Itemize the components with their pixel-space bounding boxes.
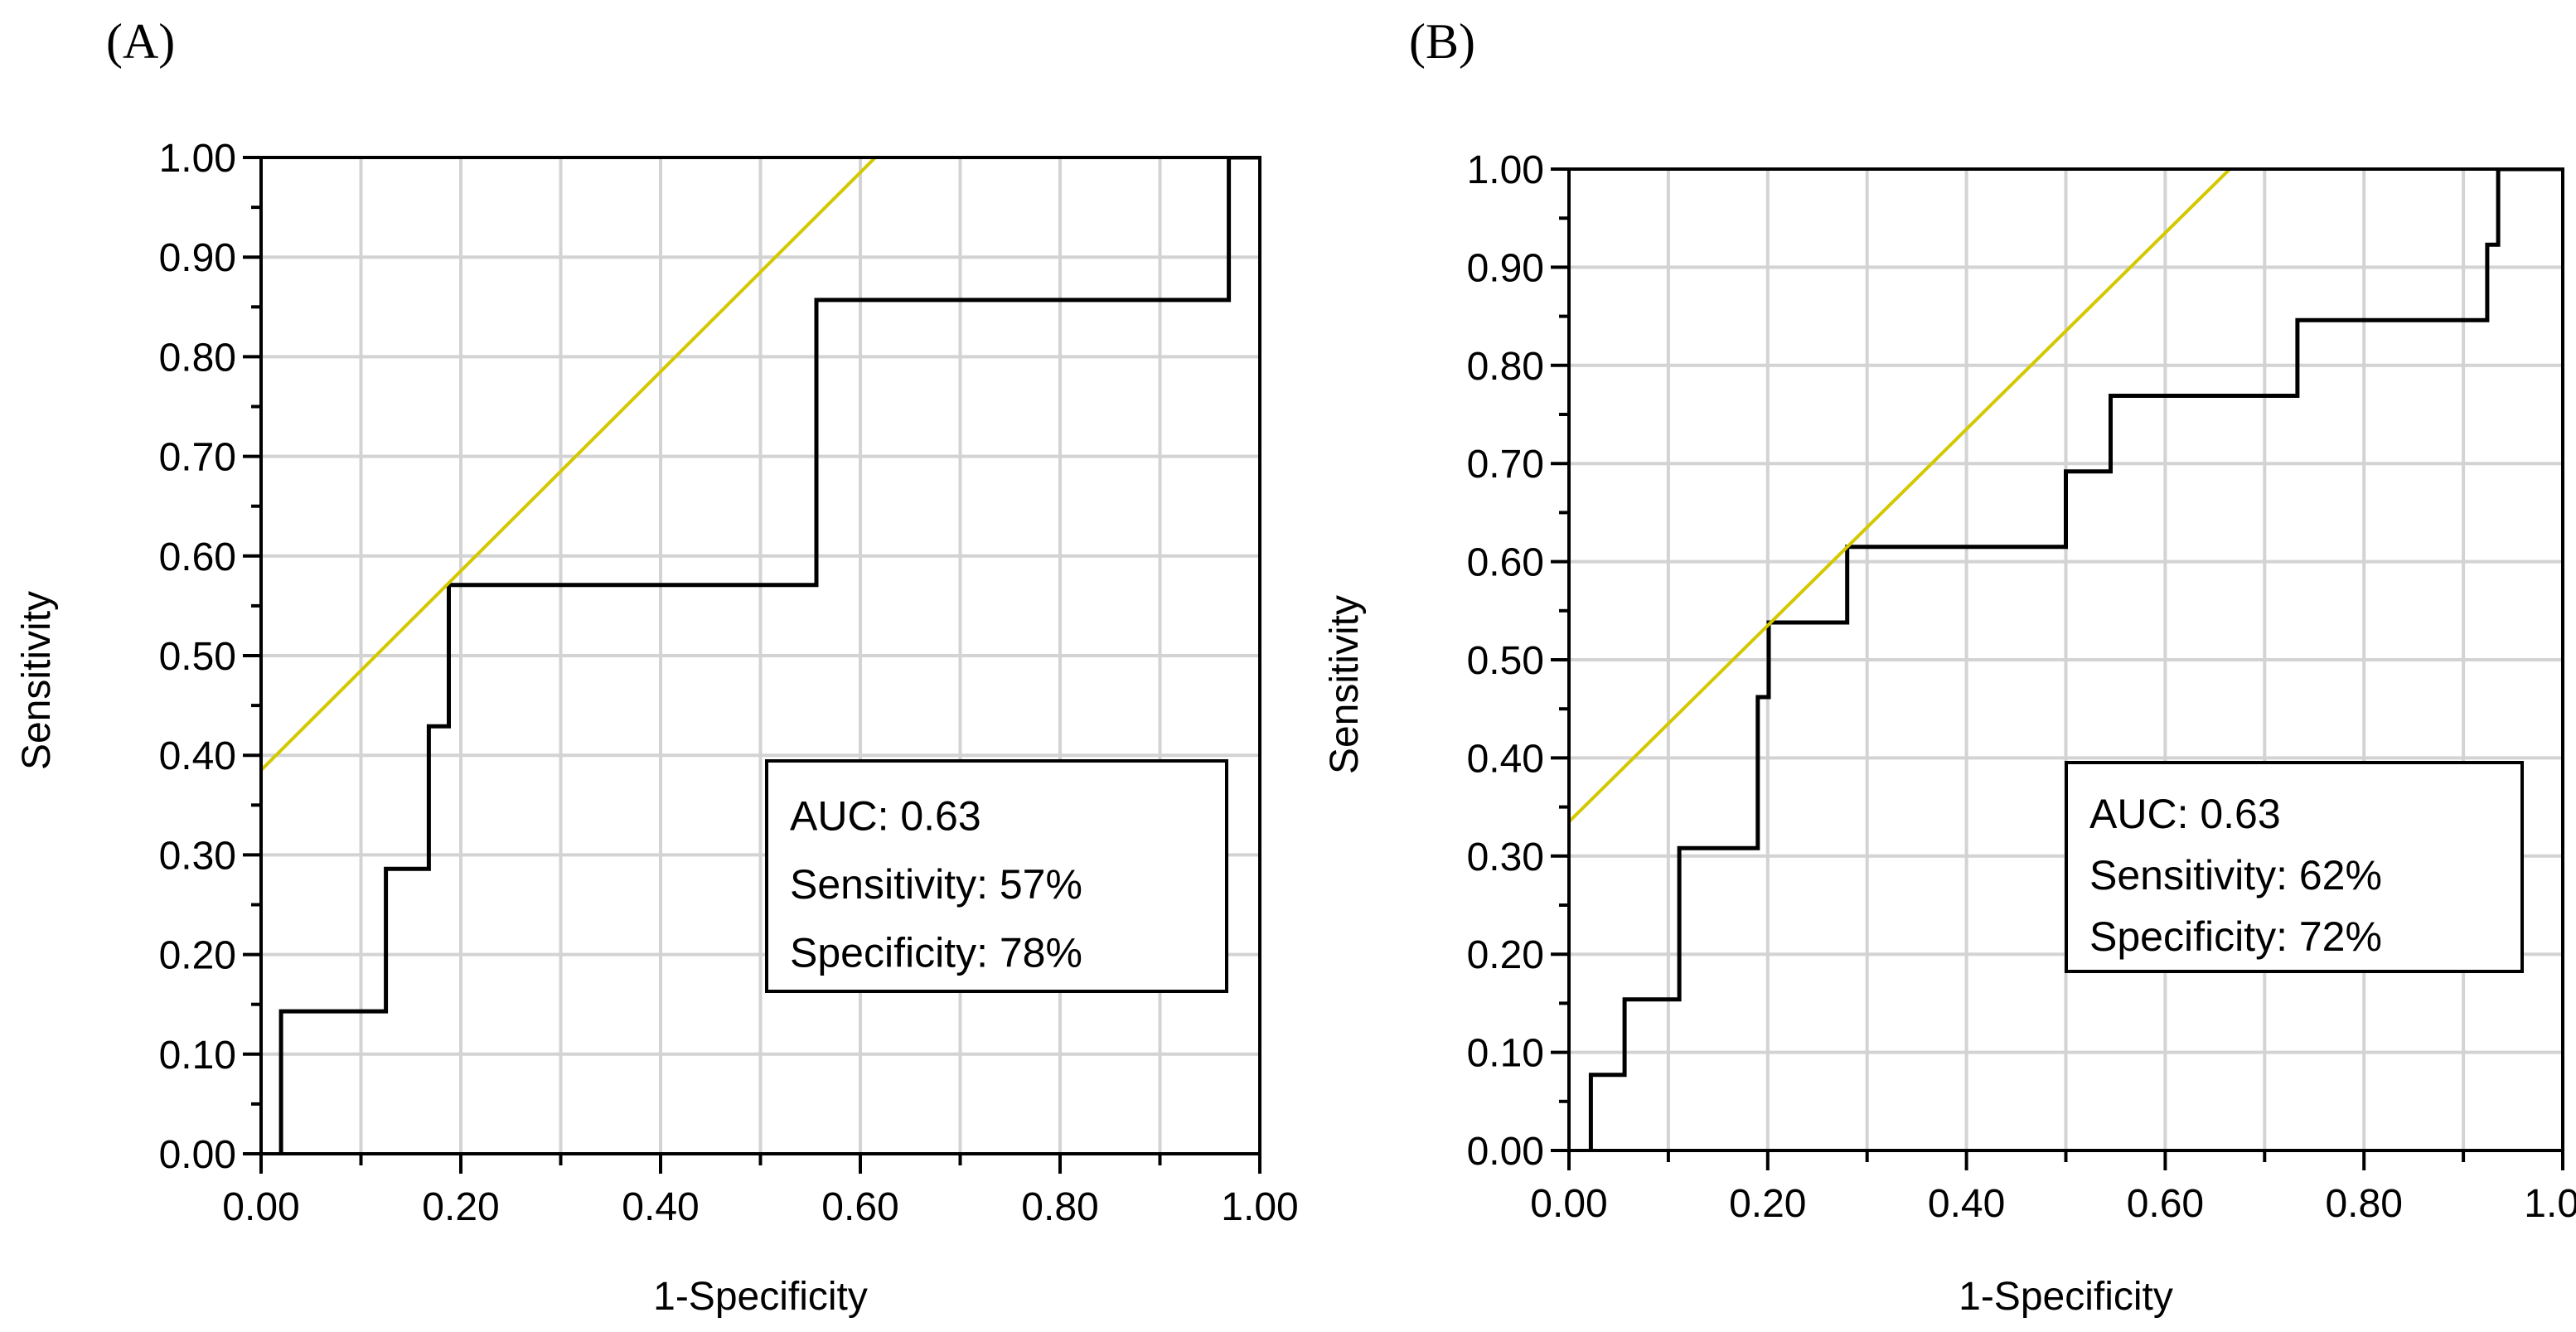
y-tick-label: 0.60 (159, 535, 236, 579)
legend-frame (765, 759, 1228, 993)
y-axis-label: Sensitivity (15, 591, 59, 770)
x-axis: 0.00 0.20 0.40 0.60 0.80 1.00 (1530, 1150, 2576, 1226)
y-tick-label: 0.70 (159, 436, 236, 480)
x-axis-label: 1-Specificity (653, 1275, 868, 1319)
grid (261, 157, 1260, 1154)
x-tick-label: 0.60 (2127, 1182, 2204, 1226)
y-tick-label: 0.90 (1467, 246, 1544, 290)
legend-specificity: Specificity: 72% (2089, 913, 2382, 960)
x-tick-label: 0.40 (622, 1185, 699, 1229)
roc-curve (278, 157, 1260, 1154)
y-tick-label: 0.20 (1467, 933, 1544, 977)
y-tick-label: 0.60 (1467, 541, 1544, 585)
y-axis-label: Sensitivity (1323, 595, 1367, 774)
x-tick-label: 0.80 (2325, 1182, 2402, 1226)
legend-box: AUC: 0.63 Sensitivity: 62% Specificity: … (2065, 761, 2524, 973)
x-tick-label: 1.00 (2524, 1182, 2576, 1226)
panel-label: (B) (1409, 14, 1475, 69)
y-tick-label: 0.40 (1467, 737, 1544, 781)
x-tick-label: 0.00 (222, 1185, 299, 1229)
series-group (1569, 169, 2563, 1150)
panel-b: (B) 0.00 0.10 0.20 0.30 0.40 0.50 0.60 0.70 0.80… (1323, 14, 2576, 1319)
y-tick-label: 0.80 (159, 336, 236, 380)
panel-a: (A) 0.00 0.10 0.20 0.30 0.40 0.50 0.60 0.70 0.80… (15, 14, 1299, 1319)
y-axis: 0.00 0.10 0.20 0.30 0.40 0.50 0.60 0.70 0.80 0.90… (1467, 148, 1569, 1174)
y-axis: 0.00 0.10 0.20 0.30 0.40 0.50 0.60 0.70 0.80 0.90… (159, 137, 261, 1177)
legend-frame (2065, 761, 2524, 973)
y-tick-label: 0.20 (159, 934, 236, 978)
y-tick-label: 0.00 (159, 1133, 236, 1177)
x-tick-label: 0.00 (1530, 1182, 1607, 1226)
y-tick-label: 0.00 (1467, 1130, 1544, 1174)
legend-auc: AUC: 0.63 (790, 792, 981, 839)
y-tick-label: 0.10 (159, 1034, 236, 1078)
plot-frame (1567, 167, 2564, 1152)
panel-label: (A) (106, 14, 175, 69)
y-tick-label: 0.40 (159, 734, 236, 778)
y-tick-label: 0.80 (1467, 345, 1544, 389)
x-tick-label: 0.20 (1729, 1182, 1806, 1226)
legend-sensitivity: Sensitivity: 57% (790, 861, 1082, 908)
x-tick-label: 0.80 (1021, 1185, 1098, 1229)
y-tick-label: 0.10 (1467, 1032, 1544, 1076)
grid (1569, 169, 2563, 1150)
y-tick-label: 1.00 (159, 137, 236, 181)
y-tick-label: 0.70 (1467, 443, 1544, 487)
tangent-line (261, 157, 877, 772)
legend-auc: AUC: 0.63 (2089, 791, 2281, 837)
y-tick-label: 0.50 (159, 635, 236, 679)
x-tick-label: 0.60 (821, 1185, 898, 1229)
x-axis: 0.00 0.20 0.40 0.60 0.80 1.00 (222, 1154, 1299, 1229)
y-tick-label: 0.50 (1467, 639, 1544, 683)
x-axis-label: 1-Specificity (1959, 1275, 2173, 1319)
legend-sensitivity: Sensitivity: 62% (2089, 852, 2382, 898)
legend-box: AUC: 0.63 Sensitivity: 57% Specificity: … (765, 759, 1228, 993)
x-tick-label: 0.40 (1928, 1182, 2005, 1226)
x-tick-label: 0.20 (422, 1185, 499, 1229)
y-tick-label: 0.30 (159, 834, 236, 878)
y-tick-label: 0.90 (159, 236, 236, 280)
series-group (261, 157, 1260, 1154)
legend-specificity: Specificity: 78% (790, 930, 1082, 976)
tangent-line (1569, 169, 2231, 823)
plot-frame (259, 156, 1261, 1155)
y-tick-label: 0.30 (1467, 836, 1544, 879)
x-tick-label: 1.00 (1221, 1185, 1298, 1229)
y-tick-label: 1.00 (1467, 148, 1544, 192)
